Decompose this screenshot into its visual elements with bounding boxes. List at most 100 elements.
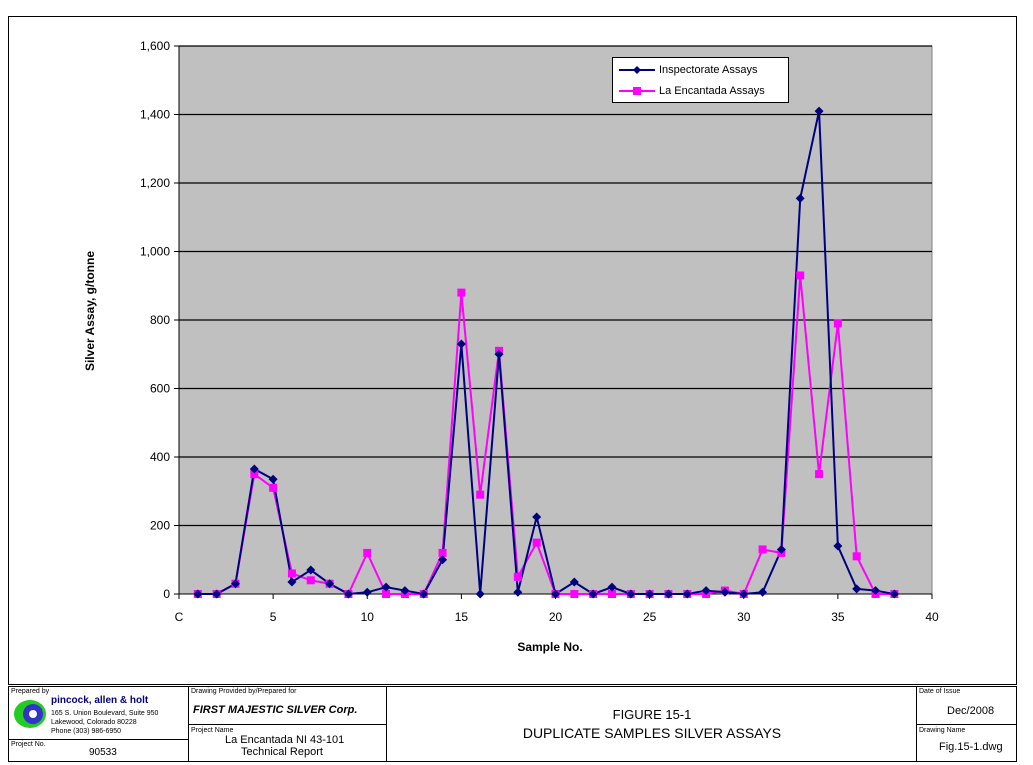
y-tick-label: 1,400: [140, 108, 170, 122]
series-markers-0: [193, 106, 899, 599]
x-tick-label: 30: [737, 610, 751, 624]
data-point: [532, 538, 541, 547]
data-point: [852, 552, 861, 561]
gridlines: [179, 45, 932, 527]
data-point: [588, 589, 598, 599]
data-point: [325, 579, 335, 589]
data-point: [212, 589, 222, 599]
data-point: [833, 319, 842, 328]
x-tick-label: 35: [831, 610, 845, 624]
data-point: [343, 589, 353, 599]
data-point: [532, 512, 542, 522]
x-axis-label: Sample No.: [517, 640, 583, 654]
data-point: [494, 349, 504, 359]
data-point: [833, 541, 843, 551]
project-name-line-2: Technical Report: [241, 746, 323, 758]
data-point: [701, 586, 711, 596]
project-name-line-1: La Encantada NI 43-101: [225, 734, 345, 746]
address-line-1: 165 S. Union Boulevard, Suite 950: [51, 710, 159, 717]
data-point: [513, 572, 522, 581]
x-tick-label: 25: [643, 610, 657, 624]
legend-item-inspectorate: Inspectorate Assays: [619, 62, 757, 78]
chart: 0 200 400 600 800 1,000 1,200 1,400 1,600 C 5 10 15 2…: [140, 39, 939, 624]
y-tick-label: 400: [150, 450, 170, 464]
data-point: [626, 589, 636, 599]
data-point: [456, 339, 466, 349]
data-point: [268, 474, 278, 484]
title-block: Prepared by pincock, allen & holt 165 S.…: [8, 686, 1017, 762]
x-tick-label: 40: [925, 610, 939, 624]
y-tick-label: 600: [150, 382, 170, 396]
prepared-by-cell: Prepared by pincock, allen & holt 165 S.…: [9, 687, 189, 761]
data-point: [363, 548, 372, 557]
company-name: pincock, allen & holt: [51, 695, 149, 706]
data-point: [269, 483, 278, 492]
data-point: [663, 589, 673, 599]
drawing-name: Fig.15-1.dwg: [939, 741, 1003, 753]
data-point: [739, 589, 749, 599]
y-axis-label: Silver Assay, g/tonne: [83, 250, 97, 372]
data-point: [889, 589, 899, 599]
legend-marker-diamond-icon: [619, 66, 655, 74]
data-point: [645, 589, 655, 599]
legend-label-inspectorate: Inspectorate Assays: [659, 64, 758, 76]
data-point: [382, 590, 391, 598]
data-point: [419, 589, 429, 599]
prepared-by-label: Prepared by: [11, 688, 50, 695]
data-point: [815, 470, 824, 479]
project-no-label: Project No.: [11, 741, 46, 748]
data-point: [720, 587, 730, 597]
figure-title-cell: FIGURE 15-1 DUPLICATE SAMPLES SILVER ASS…: [387, 687, 917, 761]
legend-label-la-encantada: La Encantada Assays: [659, 85, 765, 97]
data-point: [551, 589, 560, 599]
x-tick-label: 20: [549, 610, 563, 624]
data-point: [569, 577, 579, 587]
figure-title: DUPLICATE SAMPLES SILVER ASSAYS: [522, 725, 782, 741]
address-line-2: Lakewood, Colorado 80228: [51, 719, 137, 726]
data-point: [476, 490, 485, 499]
y-tick-label: 1,000: [140, 245, 170, 259]
project-name-label: Project Name: [191, 727, 234, 734]
data-point: [438, 548, 447, 557]
company-logo-icon: [14, 700, 46, 728]
client-name: FIRST MAJESTIC SILVER Corp.: [193, 704, 358, 716]
data-point: [513, 587, 523, 597]
y-tick-label: 0: [163, 587, 170, 601]
issue-date: Dec/2008: [947, 705, 995, 717]
data-point: [796, 271, 805, 280]
y-tick-label: 800: [150, 313, 170, 327]
drawing-provided-label: Drawing Provided by/Prepared for: [191, 688, 297, 695]
data-point: [287, 569, 296, 578]
data-point: [607, 590, 616, 598]
data-point: [607, 582, 617, 592]
data-point: [362, 587, 372, 597]
data-point: [682, 589, 692, 599]
issue-cell: Date of Issue Dec/2008 Drawing Name Fig.…: [917, 687, 1016, 761]
figure-frame: [8, 16, 1017, 685]
data-point: [457, 288, 466, 297]
x-tick-label: 15: [455, 610, 469, 624]
data-point: [758, 545, 767, 554]
y-tick-label: 1,200: [140, 176, 170, 190]
data-point: [795, 193, 805, 203]
drawing-name-label: Drawing Name: [919, 727, 966, 734]
data-point: [250, 470, 259, 479]
y-tick-label: 1,600: [140, 39, 170, 53]
data-point: [776, 544, 786, 554]
figure-number: FIGURE 15-1: [612, 707, 692, 722]
phone: Phone (303) 986-6950: [51, 728, 122, 735]
data-point: [306, 576, 315, 585]
data-point: [814, 106, 824, 116]
data-point: [230, 579, 240, 589]
date-label: Date of Issue: [919, 688, 961, 695]
axes: 0 200 400 600 800 1,000 1,200 1,400 1,600 C 5 10 15 2…: [140, 39, 939, 624]
data-point: [400, 586, 410, 596]
data-point: [306, 565, 316, 575]
data-point: [249, 464, 259, 474]
legend-marker-square-icon: [619, 87, 655, 95]
x-tick-label: C: [175, 610, 184, 624]
data-point: [475, 589, 485, 599]
data-point: [438, 555, 448, 565]
x-tick-label: 10: [361, 610, 375, 624]
data-point: [852, 584, 862, 594]
